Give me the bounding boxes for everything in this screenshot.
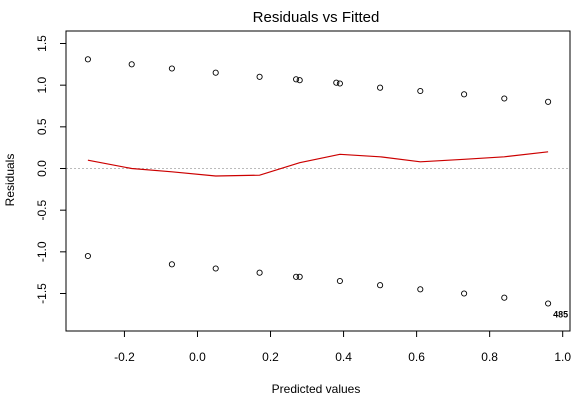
x-axis: -0.2 0.0 0.2 0.4 0.6 0.8 1.0 xyxy=(114,330,571,364)
plot-frame xyxy=(65,30,571,332)
y-tick-label: -1.0 xyxy=(35,241,49,262)
y-tick-label: -0.5 xyxy=(35,200,49,221)
data-point xyxy=(333,79,340,86)
data-point xyxy=(212,265,219,272)
data-point xyxy=(545,98,552,105)
data-point xyxy=(461,91,468,98)
data-point xyxy=(84,252,91,260)
data-point xyxy=(256,73,263,80)
data-point xyxy=(212,69,219,76)
x-axis-label: Predicted values xyxy=(272,382,361,396)
data-point xyxy=(168,65,175,72)
data-point xyxy=(461,290,468,297)
data-point xyxy=(296,273,303,280)
data-point xyxy=(336,80,343,87)
data-point xyxy=(128,61,135,68)
x-tick-label: 1.0 xyxy=(554,350,571,364)
y-axis: -1.5 -1.0 -0.5 0.0 0.5 1.0 1.5 xyxy=(35,35,67,304)
x-tick-label: -0.2 xyxy=(114,350,135,364)
point-label: 485 xyxy=(553,310,568,320)
data-point xyxy=(336,277,343,285)
point-labels-layer: 485 xyxy=(553,310,568,320)
y-tick-label: 0.0 xyxy=(35,160,49,177)
points-layer xyxy=(84,56,552,307)
x-tick-label: 0.2 xyxy=(262,350,279,364)
x-tick-label: 0.0 xyxy=(189,350,206,364)
y-tick-label: 1.0 xyxy=(35,77,49,94)
data-point xyxy=(417,87,424,95)
x-tick-label: 0.4 xyxy=(335,350,352,364)
data-point xyxy=(256,269,263,276)
data-point xyxy=(417,286,424,293)
smooth-line xyxy=(87,151,549,177)
x-tick-label: 0.6 xyxy=(408,350,425,364)
data-point xyxy=(293,76,300,83)
data-point xyxy=(84,56,91,63)
data-point xyxy=(293,273,300,280)
y-tick-label: -1.5 xyxy=(35,283,49,304)
data-point xyxy=(501,294,508,301)
y-tick-label: 1.5 xyxy=(35,35,49,52)
data-point xyxy=(377,84,384,91)
x-tick-label: 0.8 xyxy=(481,350,498,364)
data-point xyxy=(168,261,175,268)
y-axis-label: Residuals xyxy=(3,154,17,207)
data-point xyxy=(377,282,384,289)
y-tick-label: 0.5 xyxy=(35,118,49,135)
data-point xyxy=(296,77,303,84)
data-point xyxy=(501,95,508,102)
chart-title: Residuals vs Fitted xyxy=(253,9,380,26)
smooth-line-layer xyxy=(87,151,549,177)
data-point xyxy=(545,300,552,307)
